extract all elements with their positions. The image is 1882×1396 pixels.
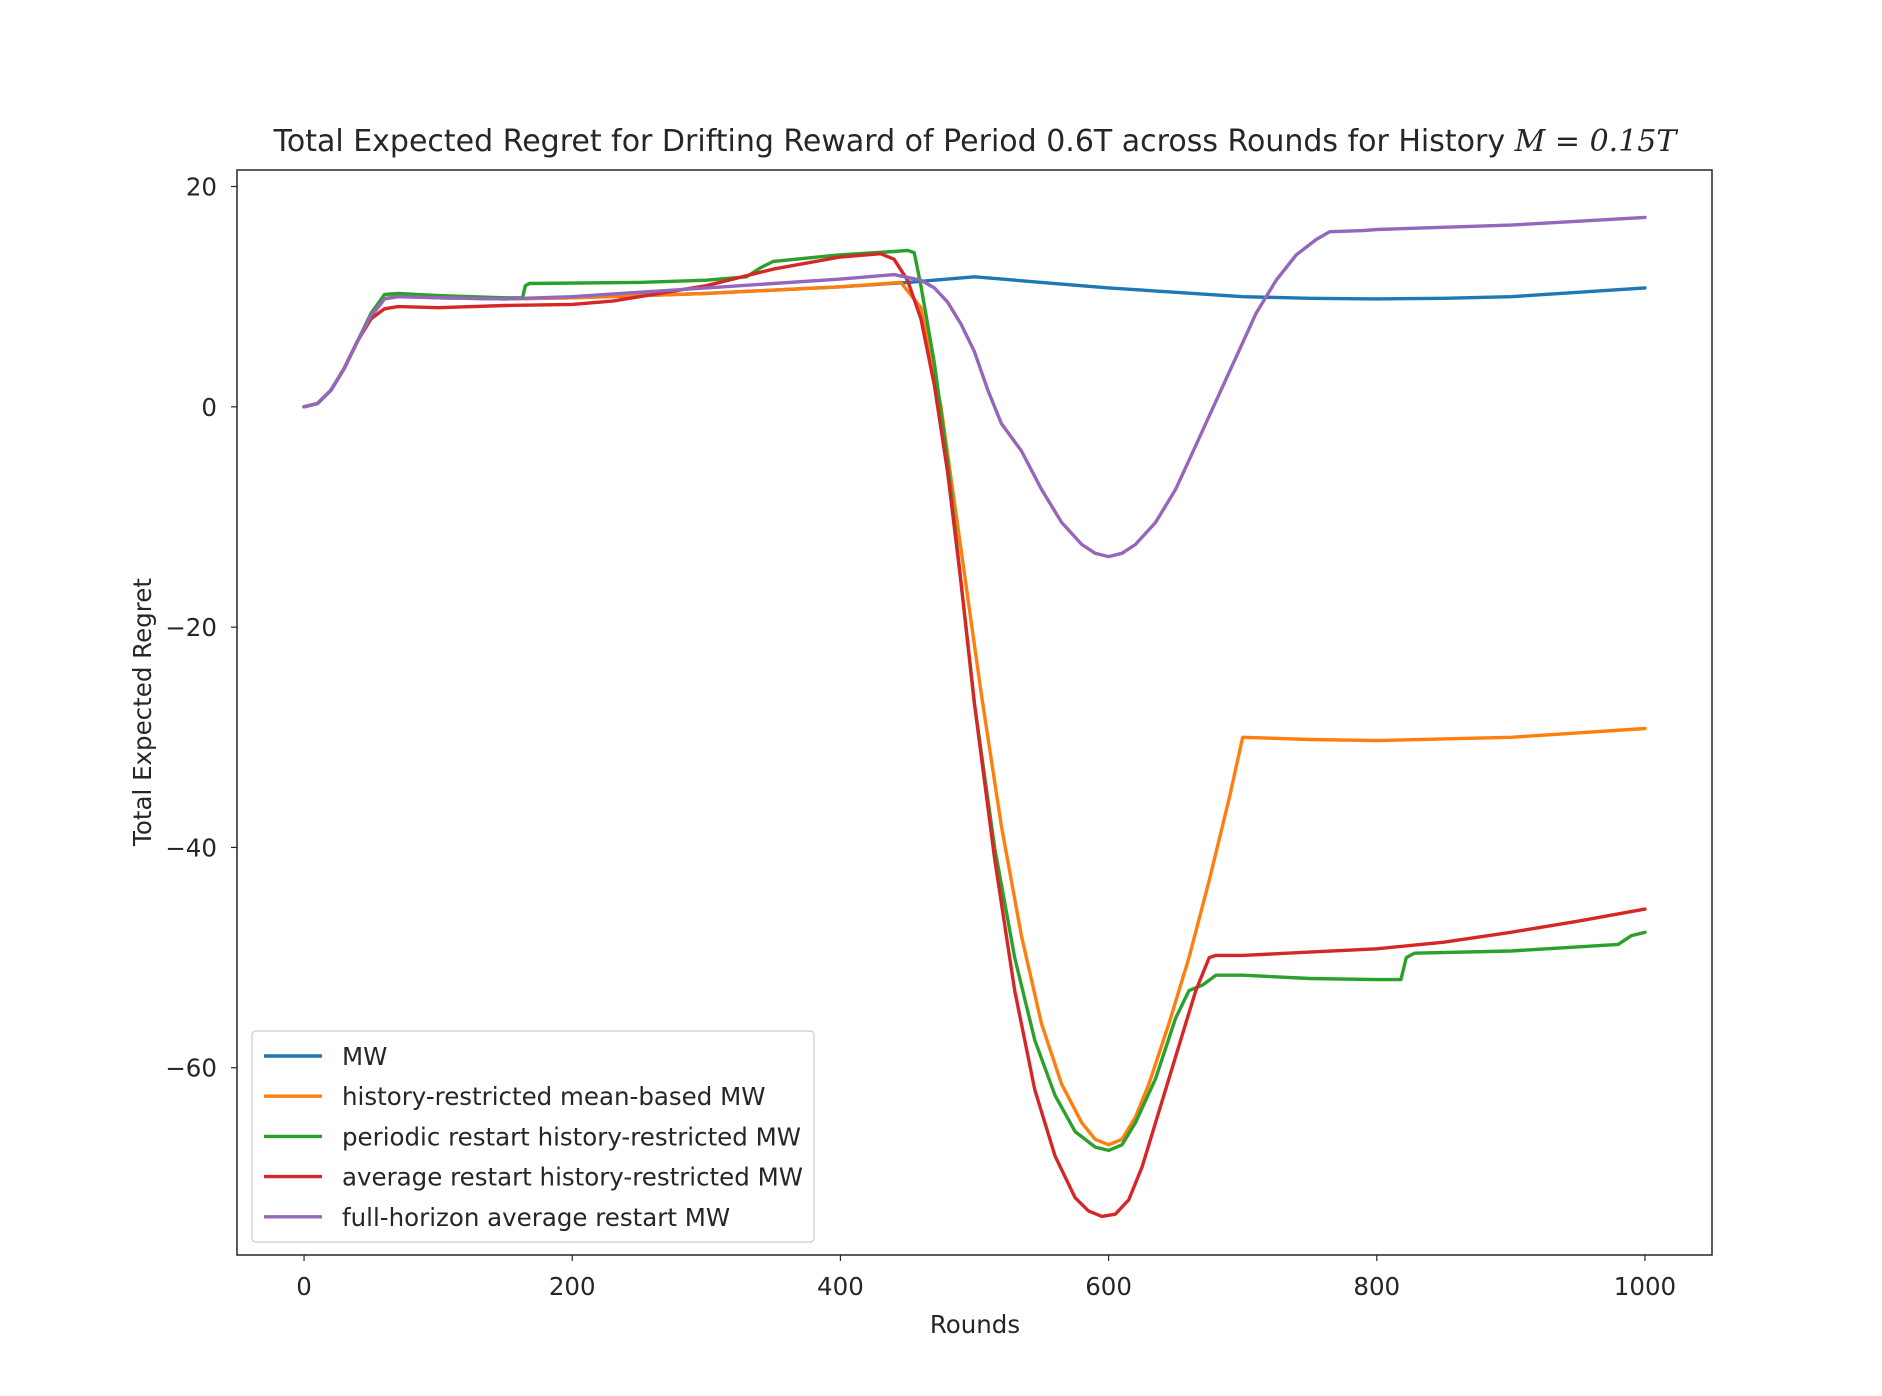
legend-label-2: history-restricted mean-based MW (342, 1082, 765, 1111)
x-axis: 0 200 400 600 800 1000 (296, 1255, 1676, 1301)
legend: MW history-restricted mean-based MW period… (251, 1030, 815, 1243)
series-line-4 (302, 252, 1647, 1219)
y-tick-label: −20 (165, 613, 217, 642)
x-tick-label: 800 (1353, 1272, 1400, 1301)
legend-label-5: full-horizon average restart MW (342, 1203, 730, 1232)
x-tick-label: 200 (549, 1272, 596, 1301)
chart-title: Total Expected Regret for Drifting Rewar… (273, 124, 1679, 159)
legend-label-1: MW (342, 1042, 387, 1071)
y-tick-label: 0 (201, 393, 217, 422)
series-line-5 (302, 215, 1647, 559)
y-axis-label: Total Expected Regret (128, 578, 157, 847)
y-tick-label: −40 (165, 833, 217, 862)
x-tick-label: 1000 (1614, 1272, 1676, 1301)
x-tick-label: 0 (296, 1272, 312, 1301)
chart-title-math: M = 0.15T (1514, 124, 1679, 159)
y-axis: 20 0 −20 −40 −60 (165, 173, 237, 1083)
x-tick-label: 600 (1085, 1272, 1132, 1301)
y-tick-label: −60 (165, 1054, 217, 1083)
x-axis-label: Rounds (930, 1310, 1020, 1339)
legend-label-4: average restart history-restricted MW (342, 1163, 803, 1192)
y-tick-label: 20 (186, 173, 217, 202)
plot-frame (236, 169, 1713, 1256)
series-layer (302, 215, 1647, 1219)
x-tick-label: 400 (817, 1272, 864, 1301)
legend-box (251, 1030, 815, 1243)
legend-label-3: periodic restart history-restricted MW (342, 1122, 801, 1151)
